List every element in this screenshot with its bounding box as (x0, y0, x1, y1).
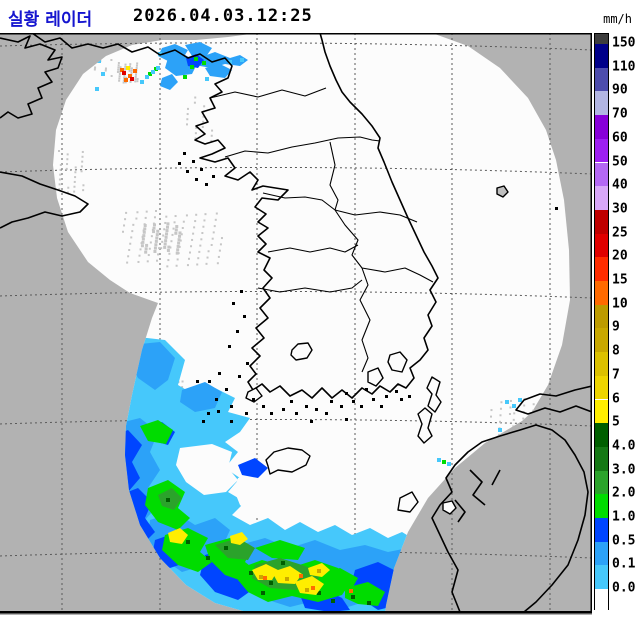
inland-lake (290, 342, 313, 361)
header: 실황 레이더 2026.04.03.12:25 mm/h (0, 0, 635, 33)
legend-seg-0.0 (595, 589, 608, 613)
china-coastline (0, 35, 63, 119)
page-title: 실황 레이더 (8, 10, 93, 30)
islet-specks (178, 152, 558, 423)
legend-label-15: 15 (612, 272, 628, 288)
map-frame (0, 33, 592, 614)
legend-seg-0.5 (595, 541, 608, 566)
legend-label-0.1: 0.1 (612, 556, 635, 572)
rainfall-legend: 150 110 90 70 60 50 40 30 25 20 15 10 9 8 7 6 5 4.0 3.0 2.0… (592, 33, 635, 613)
honshu-coastline (515, 385, 592, 415)
datetime-label: 2026.04.03.12:25 (133, 6, 313, 26)
unit-label: mm/h (603, 12, 632, 26)
legend-seg-70 (595, 115, 608, 139)
legend-seg-1.0 (595, 518, 608, 542)
legend-seg-40 (595, 186, 608, 210)
legend-seg-30 (595, 209, 608, 234)
legend-seg-150 (595, 44, 608, 68)
legend-seg-8 (595, 352, 608, 376)
legend-seg-cap (595, 34, 608, 44)
legend-seg-7 (595, 375, 608, 400)
legend-label-1.0: 1.0 (612, 509, 635, 525)
legend-seg-90 (595, 91, 608, 116)
goto-islands (397, 491, 419, 513)
nk-province-line (209, 87, 327, 99)
legend-seg-9 (595, 328, 608, 353)
legend-seg-3.0 (595, 470, 608, 495)
dmz-line (224, 136, 381, 158)
tsushima-upper-island (426, 376, 442, 413)
legend-seg-2.0 (595, 494, 608, 518)
legend-seg-110 (595, 67, 608, 92)
legend-color-bar (594, 33, 609, 613)
legend-label-9: 9 (612, 319, 620, 335)
jindo-island (245, 387, 263, 403)
legend-label-30: 30 (612, 201, 628, 217)
legend-label-50: 50 (612, 154, 628, 169)
legend-label-110: 110 (612, 59, 635, 75)
legend-seg-0.1 (595, 565, 608, 590)
legend-label-2.0: 2.0 (612, 485, 635, 501)
legend-seg-25 (595, 233, 608, 258)
legend-label-60: 60 (612, 130, 628, 146)
legend-seg-10 (595, 304, 608, 329)
radar-map[interactable] (0, 33, 592, 615)
legend-label-40: 40 (612, 177, 628, 193)
legend-label-0.5: 0.5 (612, 533, 635, 549)
legend-seg-5 (595, 423, 608, 447)
legend-seg-4.0 (595, 446, 608, 471)
jeju-island (265, 447, 311, 475)
legend-label-150: 150 (612, 35, 635, 51)
legend-label-4.0: 4.0 (612, 438, 635, 454)
legend-label-3.0: 3.0 (612, 462, 635, 478)
precipitation-echoes (95, 42, 522, 613)
legend-label-90: 90 (612, 82, 628, 98)
geoje-island (387, 351, 408, 373)
legend-seg-15 (595, 281, 608, 305)
legend-seg-20 (595, 257, 608, 281)
legend-label-6: 6 (612, 391, 620, 406)
legend-label-20: 20 (612, 248, 628, 264)
namhae-island (367, 367, 384, 387)
iki-island (442, 500, 457, 515)
tsushima-lower-island (417, 407, 433, 444)
legend-label-70: 70 (612, 106, 628, 122)
legend-label-10: 10 (612, 296, 628, 312)
legend-seg-6 (595, 399, 608, 424)
legend-label-8: 8 (612, 343, 620, 359)
legend-label-0.0: 0.0 (612, 580, 635, 596)
legend-label-5: 5 (612, 414, 620, 430)
legend-seg-50 (595, 162, 608, 187)
shandong-coastline (0, 171, 89, 229)
ulleungdo-island (496, 185, 509, 198)
legend-label-7: 7 (612, 367, 620, 383)
legend-label-25: 25 (612, 225, 628, 241)
islands (245, 185, 509, 515)
korea-coastline (31, 33, 439, 399)
legend-seg-60 (595, 138, 608, 163)
admin-boundaries (209, 87, 434, 373)
